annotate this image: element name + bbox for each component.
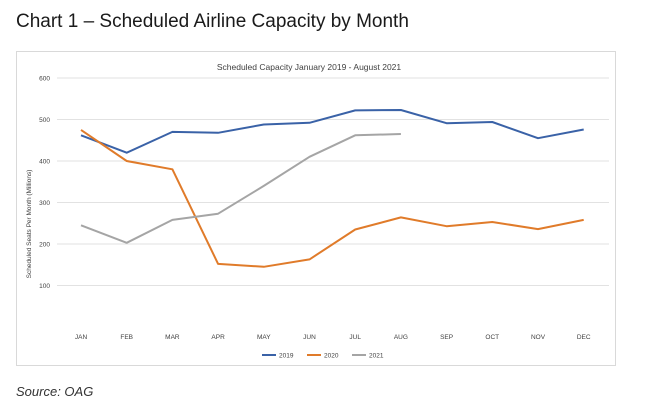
x-tick-label: AUG — [394, 334, 408, 341]
series-lines — [80, 109, 584, 268]
x-tick-label: JAN — [75, 334, 88, 341]
y-tick-label: 300 — [39, 200, 50, 207]
line-chart: Scheduled Capacity January 2019 - August… — [26, 62, 609, 360]
chart-container: Scheduled Capacity January 2019 - August… — [16, 51, 616, 366]
y-tick-label: 100 — [39, 283, 50, 290]
y-tick-label: 600 — [39, 76, 50, 83]
y-axis-label: Scheduled Seats Per Month (Millions) — [26, 170, 33, 279]
y-tick-label: 400 — [39, 159, 50, 166]
x-tick-label: MAR — [165, 334, 180, 341]
chart-title: Scheduled Capacity January 2019 - August… — [217, 62, 402, 72]
legend-label-2019: 2019 — [279, 353, 294, 360]
x-tick-label: FEB — [120, 334, 133, 341]
x-tick-label: JUL — [349, 334, 361, 341]
x-tick-label: NOV — [531, 334, 546, 341]
legend-label-2020: 2020 — [324, 353, 339, 360]
y-tick-labels: 100 200 300 400 500 600 — [39, 76, 50, 291]
series-line-2019 — [80, 109, 584, 154]
series-line-2020 — [80, 129, 584, 268]
legend: 2019 2020 2021 — [262, 353, 384, 360]
legend-label-2021: 2021 — [369, 353, 384, 360]
x-tick-label: JUN — [303, 334, 316, 341]
y-tick-label: 200 — [39, 242, 50, 249]
page-title: Chart 1 – Scheduled Airline Capacity by … — [16, 11, 409, 32]
y-tick-label: 500 — [39, 117, 50, 124]
gridlines — [57, 77, 609, 286]
x-tick-label: APR — [211, 334, 225, 341]
source-note: Source: OAG — [16, 384, 94, 399]
x-tick-label: OCT — [485, 334, 499, 341]
x-tick-label: DEC — [577, 334, 591, 341]
x-tick-labels: JAN FEB MAR APR MAY JUN JUL AUG SEP OCT NOV DEC — [75, 334, 591, 341]
series-line-2021 — [80, 133, 401, 244]
x-tick-label: MAY — [257, 334, 271, 341]
x-tick-label: SEP — [440, 334, 453, 341]
